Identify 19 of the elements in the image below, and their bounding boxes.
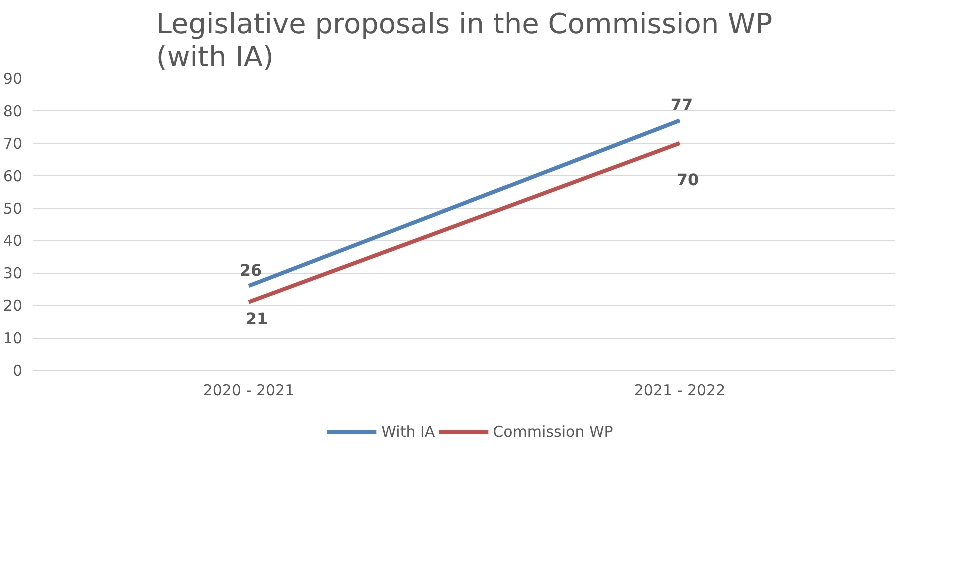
y-tick-label: 0 [12,362,23,380]
x-tick-label: 2021 - 2022 [634,382,726,400]
y-tick-label: 50 [3,200,23,218]
data-label: 70 [676,170,700,190]
x-tick-label: 2020 - 2021 [203,382,295,400]
chart-title: Legislative proposals in the Commission WP (with IA) [156,8,773,74]
legend-label: Commission WP [493,423,614,441]
data-label: 77 [670,96,694,115]
legend-label: With IA [382,423,436,441]
y-tick-label: 40 [3,232,23,250]
y-tick-label: 90 [3,70,23,88]
data-label: 21 [246,309,268,328]
y-tick-label: 80 [3,102,23,120]
y-tick-label: 70 [3,134,23,153]
y-tick-label: 10 [3,330,23,348]
y-tick-label: 20 [3,297,23,316]
data-label: 26 [240,261,262,280]
y-tick-label: 60 [3,167,23,186]
y-tick-label: 30 [3,264,23,283]
